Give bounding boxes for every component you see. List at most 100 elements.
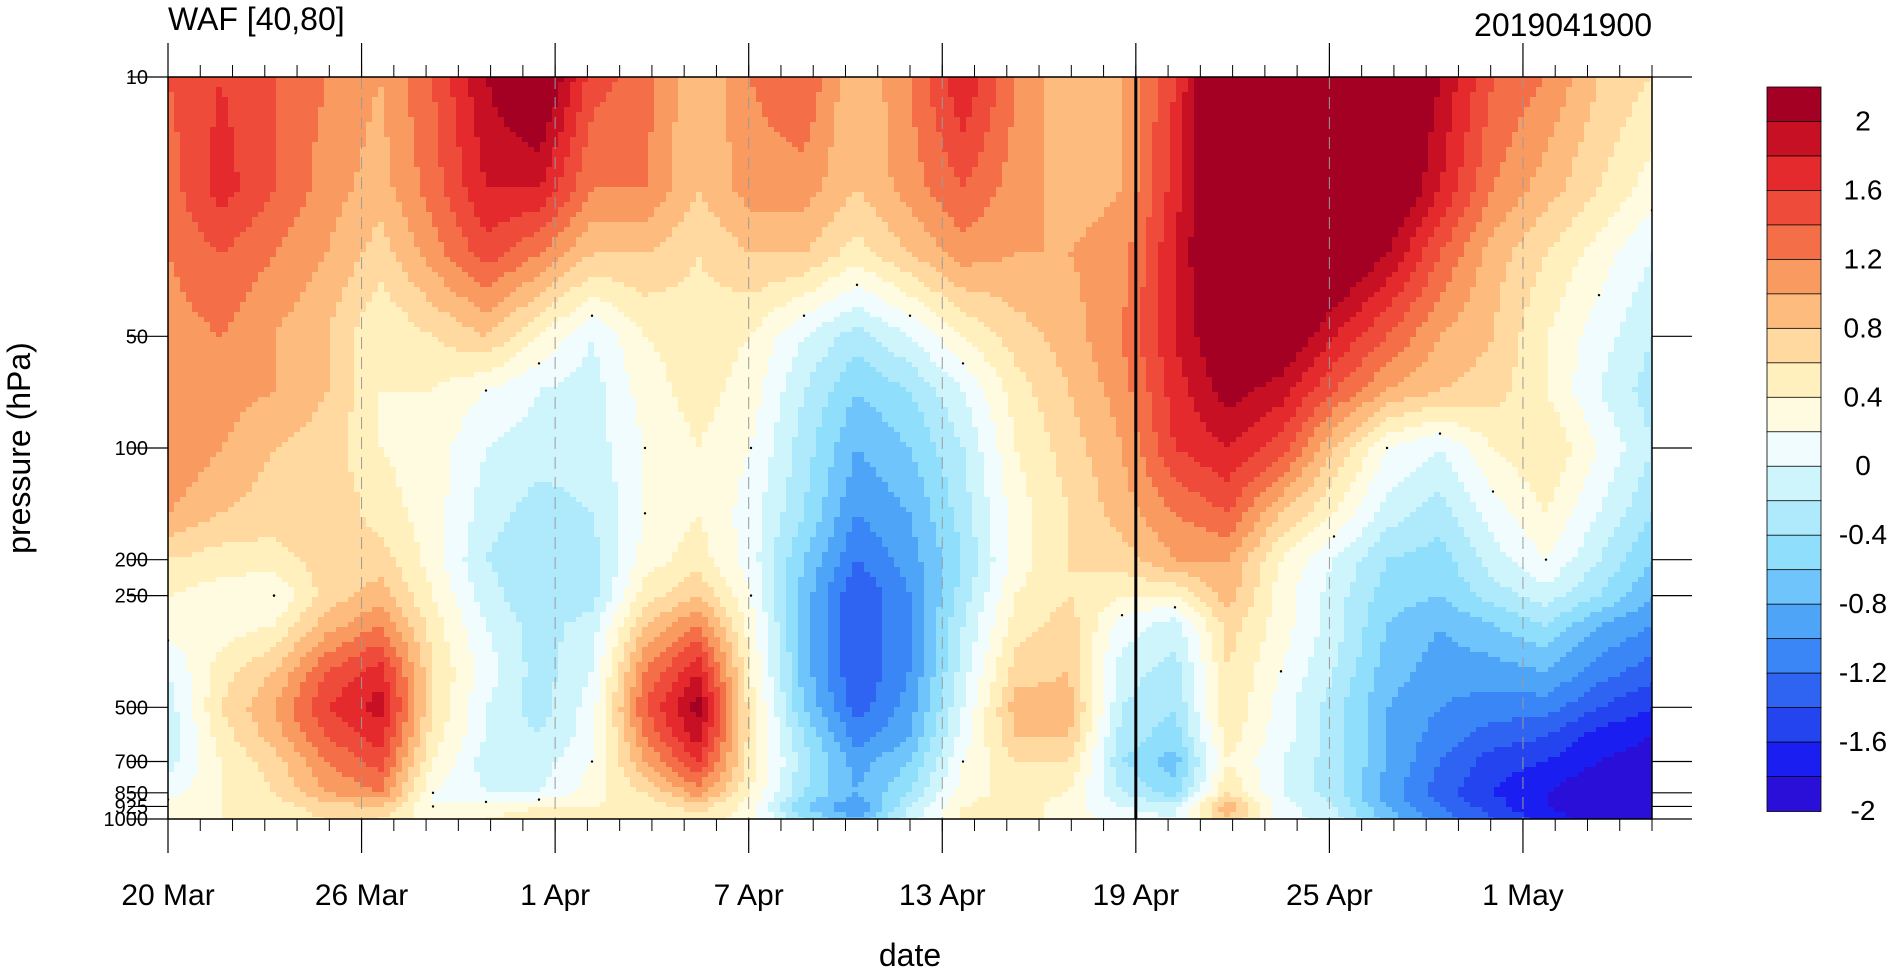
field-cell	[1524, 132, 1531, 138]
field-cell	[720, 102, 727, 108]
field-cell	[1206, 102, 1213, 108]
field-cell	[1026, 87, 1033, 93]
field-cell	[984, 137, 991, 143]
field-cell	[654, 117, 661, 123]
field-cell	[816, 82, 823, 88]
field-cell	[1608, 112, 1615, 118]
field-cell	[246, 162, 253, 168]
field-cell	[450, 122, 457, 128]
field-cell	[606, 162, 613, 168]
field-cell	[744, 77, 751, 83]
field-cell	[492, 87, 499, 93]
field-cell	[912, 162, 919, 168]
field-cell	[1620, 112, 1627, 118]
field-cell	[1266, 122, 1273, 128]
field-cell	[894, 147, 901, 153]
field-cell	[1206, 82, 1213, 88]
field-cell	[1242, 107, 1249, 113]
field-cell	[402, 117, 409, 123]
field-cell	[390, 152, 397, 158]
field-cell	[1380, 172, 1387, 178]
field-cell	[1188, 142, 1195, 148]
field-cell	[192, 137, 199, 143]
field-cell	[540, 162, 547, 168]
field-cell	[1206, 172, 1213, 178]
field-cell	[360, 172, 367, 178]
field-cell	[462, 142, 469, 148]
field-cell	[312, 172, 319, 178]
field-cell	[1020, 167, 1027, 173]
field-cell	[990, 102, 997, 108]
field-cell	[648, 142, 655, 148]
field-cell	[1002, 82, 1009, 88]
field-cell	[1236, 122, 1243, 128]
field-cell	[870, 77, 877, 83]
field-cell	[888, 152, 895, 158]
field-cell	[690, 112, 697, 118]
field-cell	[702, 137, 709, 143]
field-cell	[1014, 137, 1021, 143]
field-cell	[1152, 92, 1159, 98]
field-cell	[930, 152, 937, 158]
field-cell	[1038, 82, 1045, 88]
field-cell	[1362, 82, 1369, 88]
field-cell	[348, 177, 355, 183]
field-cell	[690, 152, 697, 158]
field-cell	[522, 152, 529, 158]
field-cell	[468, 122, 475, 128]
field-cell	[222, 102, 229, 108]
field-cell	[432, 97, 439, 103]
field-cell	[1032, 137, 1039, 143]
field-cell	[678, 112, 685, 118]
field-cell	[1110, 82, 1117, 88]
field-cell	[1560, 142, 1567, 148]
field-cell	[708, 77, 715, 83]
field-cell	[336, 157, 343, 163]
field-cell	[456, 92, 463, 98]
field-cell	[240, 117, 247, 123]
field-cell	[990, 92, 997, 98]
field-cell	[486, 157, 493, 163]
field-cell	[1380, 97, 1387, 103]
field-cell	[1110, 157, 1117, 163]
field-cell	[1512, 82, 1519, 88]
field-cell	[912, 137, 919, 143]
field-cell	[888, 137, 895, 143]
field-cell	[618, 172, 625, 178]
field-cell	[456, 87, 463, 93]
field-cell	[1596, 132, 1603, 138]
field-cell	[876, 172, 883, 178]
field-cell	[960, 112, 967, 118]
field-cell	[1074, 172, 1081, 178]
field-cell	[1440, 137, 1447, 143]
field-cell	[372, 82, 379, 88]
field-cell	[1626, 82, 1633, 88]
field-cell	[1284, 142, 1291, 148]
field-cell	[600, 167, 607, 173]
field-cell	[228, 122, 235, 128]
field-cell	[288, 177, 295, 183]
field-cell	[1380, 112, 1387, 118]
field-cell	[1344, 112, 1351, 118]
field-cell	[1116, 122, 1123, 128]
field-cell	[1152, 117, 1159, 123]
field-cell	[1446, 87, 1453, 93]
field-cell	[756, 87, 763, 93]
field-cell	[840, 92, 847, 98]
field-cell	[870, 112, 877, 118]
field-cell	[1614, 172, 1621, 178]
field-cell	[654, 102, 661, 108]
field-cell	[582, 127, 589, 133]
field-cell	[1158, 77, 1165, 83]
field-cell	[270, 77, 277, 83]
field-cell	[1194, 152, 1201, 158]
field-cell	[462, 152, 469, 158]
field-cell	[702, 127, 709, 133]
field-cell	[1386, 82, 1393, 88]
field-cell	[774, 157, 781, 163]
field-cell	[1524, 92, 1531, 98]
field-cell	[642, 97, 649, 103]
field-cell	[1590, 122, 1597, 128]
field-cell	[1386, 77, 1393, 83]
field-cell	[288, 162, 295, 168]
